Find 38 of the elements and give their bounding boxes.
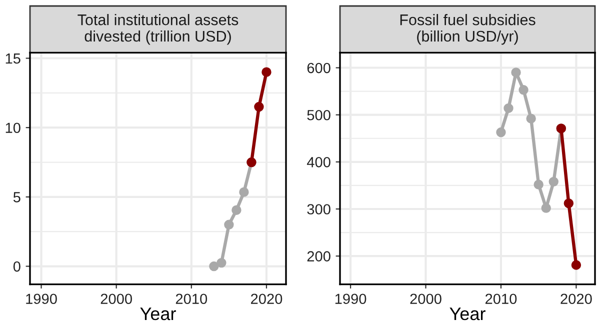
- chart-title: Total institutional assets divested (trillion USD): [78, 14, 238, 45]
- x-tick-label: 2020: [250, 294, 282, 304]
- y-tick-label: 600: [307, 62, 330, 74]
- point: [254, 102, 264, 112]
- x-tick-label: 2000: [410, 294, 442, 304]
- x-tick-label: 2000: [100, 294, 132, 304]
- point: [541, 203, 551, 213]
- x-axis-title: Year: [450, 308, 486, 320]
- y-tick-label: 300: [307, 204, 330, 214]
- point: [534, 180, 544, 190]
- x-axis-title: Year: [140, 308, 176, 320]
- y-tick-label: 200: [307, 251, 330, 262]
- y-tick-label: 0: [13, 261, 20, 272]
- point: [548, 176, 558, 187]
- point: [216, 258, 226, 268]
- y-tick-label: 15: [6, 54, 20, 64]
- y-tick-label: 5: [13, 192, 20, 202]
- y-tick-label: 500: [307, 110, 330, 120]
- y-tick-label: 10: [6, 122, 20, 134]
- point: [564, 198, 574, 208]
- point: [526, 114, 536, 124]
- point: [209, 261, 219, 272]
- point: [496, 127, 506, 138]
- point: [232, 205, 242, 215]
- chart-title: Fossil fuel subsidies (billion USD/yr): [400, 14, 536, 45]
- point: [262, 67, 272, 77]
- x-tick-label: 1990: [335, 294, 366, 304]
- x-tick-label: 2010: [485, 294, 517, 304]
- point: [571, 260, 582, 270]
- x-tick-label: 2010: [176, 294, 208, 304]
- point: [511, 68, 521, 78]
- y-tick-label: 400: [306, 157, 330, 168]
- x-tick-label: 1990: [26, 294, 57, 304]
- x-tick-label: 2020: [560, 294, 592, 304]
- point: [239, 187, 249, 197]
- point: [518, 85, 528, 95]
- point: [224, 220, 234, 230]
- point: [504, 103, 514, 114]
